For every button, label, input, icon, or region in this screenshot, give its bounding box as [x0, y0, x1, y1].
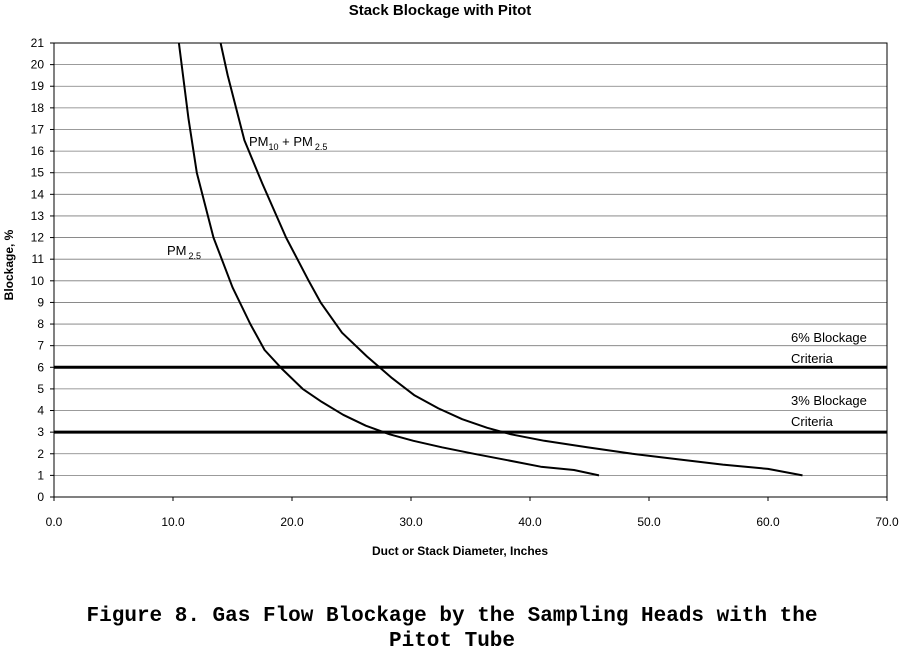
- y-tick-label: 21: [31, 36, 45, 50]
- ref-label-6-line2: Criteria: [791, 351, 834, 366]
- y-tick-label: 4: [37, 404, 44, 418]
- y-tick-label: 14: [31, 187, 45, 201]
- y-tick-label: 9: [37, 295, 44, 309]
- y-tick-label: 8: [37, 317, 44, 331]
- x-tick-label: 10.0: [161, 515, 185, 529]
- series-label-pm10-sub: 10: [269, 142, 279, 152]
- x-tick-label: 50.0: [637, 515, 661, 529]
- figure-caption: Figure 8. Gas Flow Blockage by the Sampl…: [86, 605, 818, 653]
- series-label-pm25-main: PM: [167, 243, 187, 258]
- plot-area-border: [53, 42, 888, 498]
- y-tick-label: 12: [31, 231, 45, 245]
- series-line-pm10-pm25: [219, 42, 803, 477]
- y-tick-label: 13: [31, 209, 45, 223]
- y-tick-label: 10: [31, 274, 45, 288]
- y-tick-label: 15: [31, 166, 45, 180]
- series-line-pm25: [177, 42, 600, 477]
- x-tick-label: 40.0: [518, 515, 542, 529]
- series-label-pm25: PM 2.5: [167, 243, 201, 261]
- y-tick-label: 19: [31, 79, 45, 93]
- x-tick-label: 60.0: [756, 515, 780, 529]
- ref-label-6-line1: 6% Blockage: [791, 330, 867, 345]
- chart-title: Stack Blockage with Pitot: [349, 2, 532, 19]
- y-tick-label: 16: [31, 144, 45, 158]
- x-axis-label: Duct or Stack Diameter, Inches: [372, 544, 548, 558]
- reference-lines: [54, 365, 887, 434]
- y-tick-label: 2: [37, 447, 44, 461]
- y-tick-label: 17: [31, 122, 45, 136]
- series-label-pm10-sub2: 2.5: [315, 142, 328, 152]
- series-lines: [177, 42, 803, 477]
- gridlines: [54, 64, 887, 476]
- y-tick-label: 11: [32, 252, 45, 266]
- ref-label-3-line1: 3% Blockage: [791, 393, 867, 408]
- y-tick-label: 3: [37, 425, 44, 439]
- y-tick-label: 7: [37, 339, 44, 353]
- y-axis-label: Blockage, %: [2, 229, 16, 300]
- y-tick-label: 18: [31, 101, 45, 115]
- y-tick-label: 6: [37, 360, 44, 374]
- x-tick-label: 0.0: [46, 515, 63, 529]
- y-tick-label: 20: [31, 58, 45, 72]
- x-axis-ticks: 0.0 10.0 20.0 30.0 40.0 50.0 60.0 70.0: [46, 497, 899, 529]
- series-label-pm10-pm25: PM10 + PM 2.5: [249, 134, 327, 152]
- series-label-pm10-mid: + PM: [279, 134, 313, 149]
- y-tick-label: 1: [37, 468, 44, 482]
- x-tick-label: 30.0: [399, 515, 423, 529]
- y-tick-label: 0: [37, 490, 44, 504]
- chart: Stack Blockage with Pitot 01234567891011…: [2, 2, 899, 558]
- series-label-pm10-main: PM: [249, 134, 269, 149]
- x-tick-label: 70.0: [875, 515, 899, 529]
- ref-label-3-line2: Criteria: [791, 414, 834, 429]
- x-tick-label: 20.0: [280, 515, 304, 529]
- y-tick-label: 5: [37, 382, 44, 396]
- series-label-pm25-sub: 2.5: [189, 251, 202, 261]
